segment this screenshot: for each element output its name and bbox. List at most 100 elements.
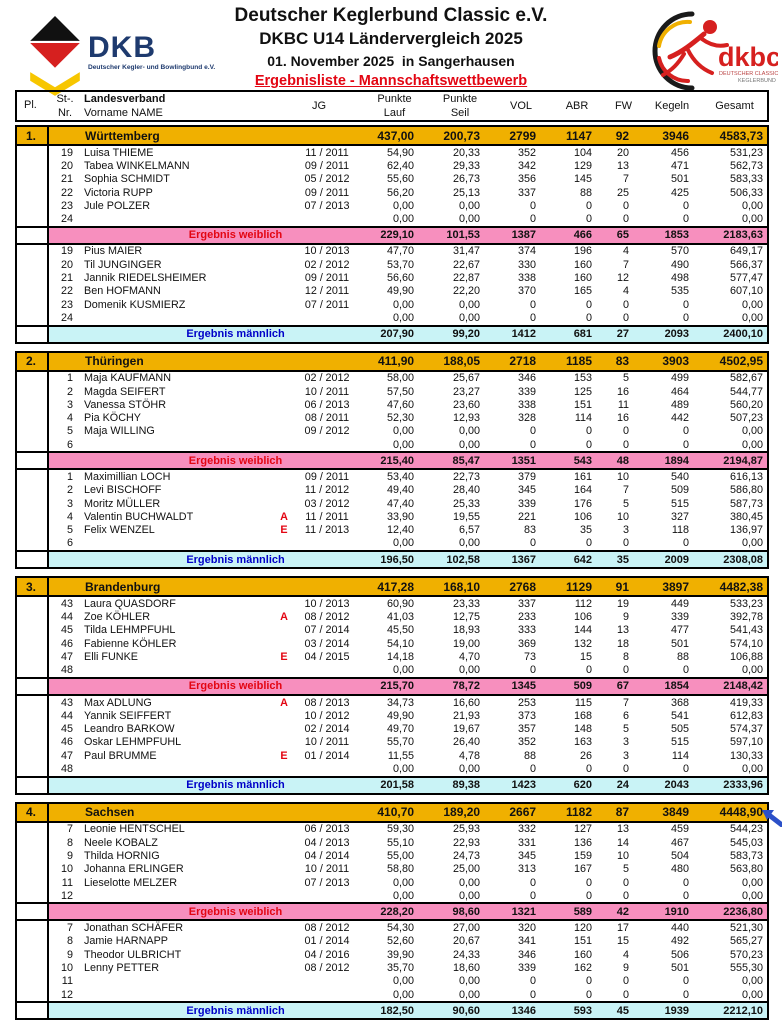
cell-fw: 13 xyxy=(617,823,630,836)
cell-vol: 2768 xyxy=(493,577,550,598)
cell-fw: 0 xyxy=(623,889,630,902)
cell-flag xyxy=(276,385,292,398)
cell-gesamt: 0,00 xyxy=(742,425,764,438)
cell-pl xyxy=(16,469,49,484)
cell-start-nr: 9 xyxy=(66,849,73,862)
cell-seil: 98,60 xyxy=(427,902,494,922)
cell-gesamt: 2400,10 xyxy=(702,324,769,343)
cell-gesamt: 2236,80 xyxy=(702,902,769,922)
player-row: 48 0,00 0,00 0 0 0 0 0,00 xyxy=(16,663,768,678)
cell-flag xyxy=(276,159,292,172)
cell-lauf: 229,10 xyxy=(362,225,428,245)
cell-pl xyxy=(16,650,49,664)
cell-jg: 04 / 2014 xyxy=(304,849,350,862)
cell-fw: 0 xyxy=(623,988,630,1001)
cell-fw: 5 xyxy=(623,497,630,510)
cell-kegeln: 1853 xyxy=(642,225,703,245)
cell-kegeln: 1854 xyxy=(642,676,703,696)
cell-pl xyxy=(16,510,49,524)
player-name: Sophia SCHMIDT xyxy=(84,173,170,186)
cell-seil: 0,00 xyxy=(459,425,481,438)
cell-fw: 0 xyxy=(623,876,630,889)
cell-pl xyxy=(16,775,49,794)
player-name: Pia KÖCHY xyxy=(84,412,141,425)
cell-vol: 339 xyxy=(518,385,537,398)
cell-lauf: 54,30 xyxy=(387,922,415,935)
cell-jg: 01 / 2014 xyxy=(304,935,350,948)
cell-gesamt: 392,78 xyxy=(730,611,764,624)
cell-abr: 0 xyxy=(586,975,593,988)
cell-fw: 24 xyxy=(605,775,643,794)
cell-lauf: 49,90 xyxy=(387,285,415,298)
cell-jg: 02 / 2012 xyxy=(304,372,350,385)
cell-kegeln: 459 xyxy=(671,823,690,836)
cell-seil: 20,33 xyxy=(453,146,481,159)
player-row: 8 Jamie HARNAPP 01 / 2014 52,60 20,67 341 151 1… xyxy=(16,934,768,949)
col-nr: Nr. xyxy=(57,106,73,119)
cell-kegeln: 0 xyxy=(683,213,690,226)
cell-fw: 13 xyxy=(617,624,630,637)
cell-pl xyxy=(16,483,49,497)
cell-jg: 03 / 2012 xyxy=(304,497,350,510)
cell-gesamt: 531,23 xyxy=(730,146,764,159)
blue-arrow-annotation-icon xyxy=(762,810,782,827)
cell-fw: 91 xyxy=(605,577,643,598)
cell-vol: 0 xyxy=(530,664,537,677)
cell-start-nr: 2 xyxy=(66,385,73,398)
male-summary-row: Ergebnis männlich 182,50 90,60 1346 593 45 193… xyxy=(16,1001,769,1020)
summary-label: Ergebnis weiblich xyxy=(48,451,363,471)
summary-label: Ergebnis weiblich xyxy=(48,676,363,696)
cell-seil: 90,60 xyxy=(427,1001,494,1020)
cell-flag xyxy=(276,271,292,284)
cell-abr: 1182 xyxy=(549,802,606,823)
cell-seil: 25,33 xyxy=(453,497,481,510)
cell-seil: 18,93 xyxy=(453,624,481,637)
cell-abr: 0 xyxy=(586,199,593,212)
cell-seil: 78,72 xyxy=(427,676,494,696)
cell-start-nr: 6 xyxy=(66,537,73,550)
player-row: 2 Levi BISCHOFF 11 / 2012 49,40 28,40 345 164 7… xyxy=(16,483,768,497)
cell-seil: 22,20 xyxy=(453,285,481,298)
cell-vol: 338 xyxy=(518,272,537,285)
cell-gesamt: 0,00 xyxy=(742,199,764,212)
cell-flag: A xyxy=(280,696,288,709)
cell-fw: 3 xyxy=(623,749,630,762)
cell-lauf: 62,40 xyxy=(387,159,415,172)
cell-fw: 48 xyxy=(605,451,643,471)
player-row: 24 0,00 0,00 0 0 0 0 0,00 xyxy=(16,212,768,227)
cell-seil: 24,33 xyxy=(453,948,481,961)
cell-lauf: 49,90 xyxy=(387,709,415,722)
cell-lauf: 60,90 xyxy=(387,597,415,610)
player-row: 43 Max ADLUNG A 08 / 2013 34,73 16,60 253 115 7 3… xyxy=(16,694,768,710)
cell-vol: 2667 xyxy=(493,802,550,823)
cell-lauf: 45,50 xyxy=(387,624,415,637)
cell-gesamt: 541,43 xyxy=(730,624,764,637)
cell-kegeln: 1910 xyxy=(642,902,703,922)
cell-pl xyxy=(16,424,49,439)
cell-pl xyxy=(16,862,49,876)
cell-vol: 0 xyxy=(530,425,537,438)
cell-start-nr: 24 xyxy=(60,311,73,324)
cell-seil: 0,00 xyxy=(459,763,481,776)
cell-flag xyxy=(276,889,292,903)
player-row: 10 Johanna ERLINGER 10 / 2011 58,80 25,00 313… xyxy=(16,862,768,876)
cell-kegeln: 540 xyxy=(671,470,690,483)
cell-start-nr: 21 xyxy=(60,173,73,186)
cell-kegeln: 0 xyxy=(683,311,690,324)
player-name xyxy=(82,311,276,325)
player-row: 21 Jannik RIEDELSHEIMER 09 / 2011 56,60 22,8… xyxy=(16,271,768,285)
cell-fw: 65 xyxy=(605,225,643,245)
cell-abr: 145 xyxy=(574,173,593,186)
cell-fw: 0 xyxy=(623,213,630,226)
cell-seil: 18,60 xyxy=(453,962,481,974)
dkbc-kegler-icon: dkbc DEUTSCHER CLASSIC e.V. KEGLERBUND xyxy=(652,11,782,91)
player-row: 9 Thilda HORNIG 04 / 2014 55,00 24,73 345 159 1… xyxy=(16,849,768,863)
cell-fw: 7 xyxy=(623,173,630,186)
cell-abr: 593 xyxy=(549,1001,606,1020)
cell-kegeln: 456 xyxy=(671,146,690,159)
cell-fw: 7 xyxy=(623,696,630,709)
cell-abr: 151 xyxy=(574,398,593,411)
org-title: Deutscher Keglerbund Classic e.V. xyxy=(234,5,548,26)
cell-lauf: 56,60 xyxy=(387,272,415,285)
cell-pl xyxy=(16,920,49,935)
